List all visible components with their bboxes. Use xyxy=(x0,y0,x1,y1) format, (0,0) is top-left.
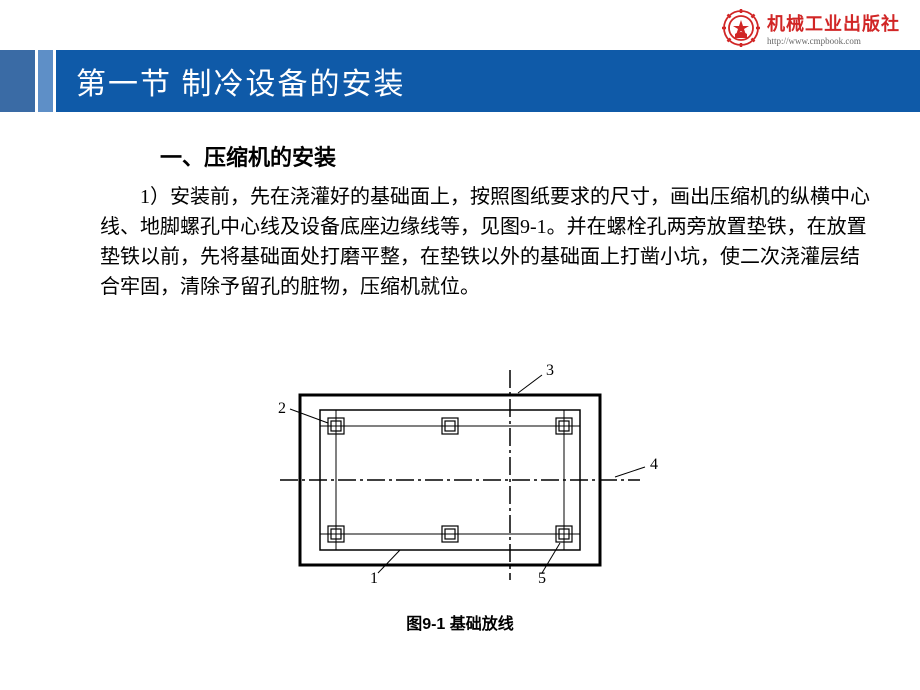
figure-container: 1 2 3 4 5 图9-1 基础放线 xyxy=(0,355,920,634)
logo-url: http://www.cmpbook.com xyxy=(767,36,900,46)
header-main-bar: 第一节 制冷设备的安装 xyxy=(56,50,920,112)
section-heading: 一、压缩机的安装 xyxy=(160,140,870,172)
foundation-diagram: 1 2 3 4 5 xyxy=(220,355,700,595)
diagram-label-5: 5 xyxy=(538,570,546,587)
slide-title: 第一节 制冷设备的安装 xyxy=(76,59,406,103)
publisher-logo: 机械工业出版社 http://www.cmpbook.com xyxy=(721,8,900,48)
header-accent-block-1 xyxy=(0,50,35,112)
diagram-label-1: 1 xyxy=(370,570,378,587)
body-paragraph: 1）安装前，先在浇灌好的基础面上，按照图纸要求的尺寸，画出压缩机的纵横中心线、地… xyxy=(100,182,870,302)
header-accent-block-2 xyxy=(38,50,53,112)
slide-header: 第一节 制冷设备的安装 xyxy=(0,50,920,112)
content-area: 一、压缩机的安装 1）安装前，先在浇灌好的基础面上，按照图纸要求的尺寸，画出压缩… xyxy=(110,140,870,302)
gear-icon xyxy=(721,8,761,48)
diagram-label-3: 3 xyxy=(546,362,554,379)
logo-title: 机械工业出版社 xyxy=(767,10,900,36)
figure-caption: 图9-1 基础放线 xyxy=(406,610,514,634)
diagram-label-4: 4 xyxy=(650,456,658,473)
diagram-label-2: 2 xyxy=(278,400,286,417)
